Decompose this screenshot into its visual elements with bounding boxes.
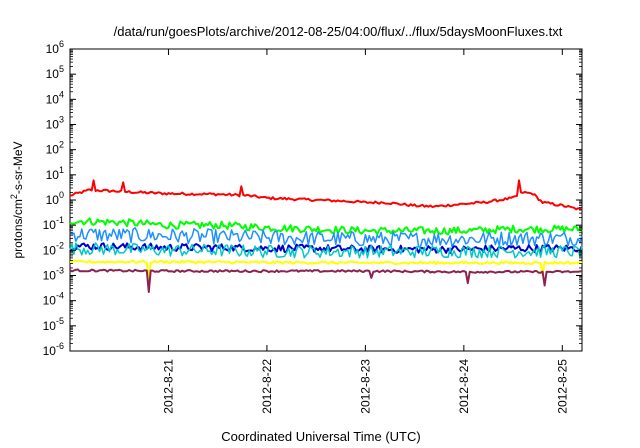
y-tick-label: 103 <box>46 115 64 132</box>
series-layer <box>69 179 583 293</box>
y-tick-label: 102 <box>46 140 64 157</box>
y-tick-label: 10-3 <box>43 266 64 283</box>
x-axis-label: Coordinated Universal Time (UTC) <box>221 429 420 444</box>
y-tick-label: 104 <box>46 89 64 106</box>
x-tick-label: 2012-8-21 <box>161 359 175 414</box>
chart-title: /data/run/goesPlots/archive/2012-08-25/0… <box>114 24 563 39</box>
series-line-4 <box>69 242 583 254</box>
x-tick-label: 2012-8-23 <box>358 359 372 414</box>
y-tick-label: 10-4 <box>43 291 64 308</box>
series-line-1 <box>69 179 583 211</box>
y-axis-label: protons/cm2-s-sr-MeV <box>9 141 25 258</box>
x-tick-label: 2012-8-25 <box>555 359 569 414</box>
series-line-6 <box>69 259 583 283</box>
y-tick-label: 10-2 <box>43 240 64 257</box>
x-tick-label: 2012-8-24 <box>457 359 471 414</box>
series-line-5 <box>69 242 583 259</box>
series-line-2 <box>69 217 583 236</box>
y-tick-label: 10-6 <box>43 341 64 358</box>
y-tick-label: 10-5 <box>43 316 64 333</box>
x-tick-label: 2012-8-22 <box>260 359 274 414</box>
series-line-3 <box>69 227 583 248</box>
y-tick-label: 101 <box>46 165 64 182</box>
y-axis: 10-6 10-5 10-4 10-3 10-2 10-1 100 101 102 103 104 1… <box>43 39 582 358</box>
y-tick-label: 105 <box>46 64 64 81</box>
y-tick-label: 10-1 <box>43 215 64 232</box>
series-line-7 <box>69 268 583 293</box>
x-axis: 2012-8-21 2012-8-22 2012-8-23 2012-8-24 2012… <box>161 49 569 414</box>
y-tick-label: 100 <box>46 190 64 207</box>
y-tick-label: 106 <box>46 39 64 56</box>
